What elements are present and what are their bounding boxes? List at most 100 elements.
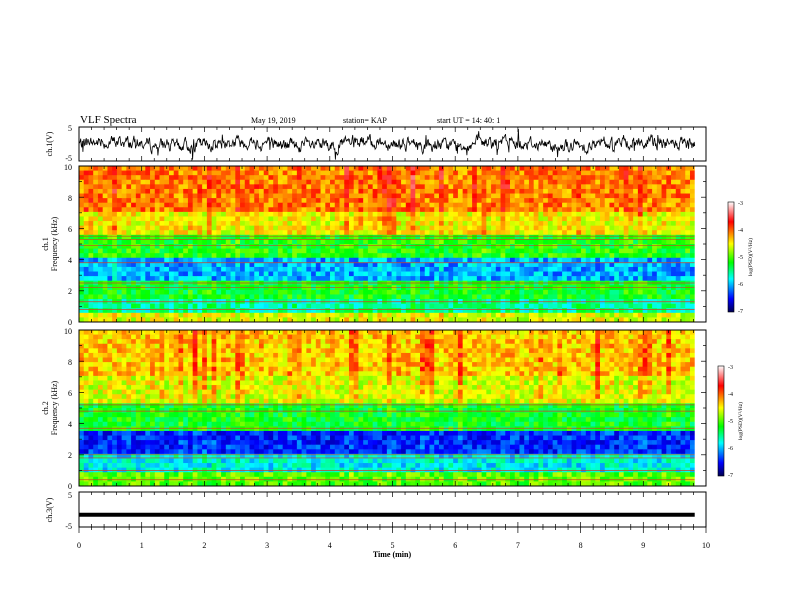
spectrogram-cell (457, 202, 464, 208)
spectrogram-cell (401, 202, 407, 208)
spectrogram-cell (102, 221, 108, 227)
ch1-freq-tick-0: 0 (68, 318, 72, 327)
spectrogram-cell (514, 211, 520, 217)
spectrogram-cell (505, 271, 511, 277)
spectrogram-cell (230, 202, 236, 208)
spectrogram-cell (145, 257, 151, 263)
spectrogram-cell (230, 166, 236, 171)
spectrogram-cell (604, 248, 610, 254)
spectrogram-cell (448, 225, 454, 231)
spectrogram-cell (510, 234, 516, 240)
spectrogram-cell (325, 248, 331, 254)
spectrogram-cell (254, 253, 260, 259)
spectrogram-cell (287, 175, 293, 181)
spectrogram-cell (372, 207, 378, 213)
spectrogram-cell (154, 248, 160, 254)
spectrogram-cell (685, 166, 691, 171)
spectrogram-cell (344, 257, 350, 263)
spectrogram-cell (438, 188, 445, 194)
spectrogram-cell (344, 211, 350, 217)
spectrogram-cell (154, 271, 160, 277)
spectrogram-cell (240, 184, 246, 190)
spectrogram-cell (476, 266, 482, 272)
spectrogram-cell (505, 225, 511, 231)
spectrogram-cell (386, 244, 392, 249)
spectrogram-cell (306, 253, 312, 259)
spectrogram-cell (164, 257, 170, 263)
spectrogram-cell (618, 170, 625, 176)
spectrogram-cell (311, 262, 317, 268)
spectrogram-cell (183, 303, 189, 309)
spectrogram-cell (367, 276, 374, 282)
spectrogram-cell (221, 276, 227, 282)
spectrogram-cell (244, 262, 250, 268)
spectrogram-cell (618, 330, 625, 335)
spectrogram-cell (112, 211, 118, 217)
spectrogram-cell (263, 266, 269, 272)
spectrogram-cell (183, 276, 189, 282)
spectrogram-cell (533, 262, 539, 268)
spectrogram-cell (320, 221, 326, 227)
spectrogram-cell (666, 266, 672, 272)
spectrogram-cell (178, 257, 184, 263)
cb1-tick-m3: -3 (738, 201, 743, 207)
spectrogram-cell (661, 184, 667, 190)
spectrogram-cell (424, 271, 430, 277)
spectrogram-cell (178, 221, 184, 227)
spectrogram-cell (93, 202, 99, 208)
spectrogram-cell (543, 257, 549, 263)
spectrogram-cell (514, 248, 520, 254)
spectrogram-cell (135, 188, 141, 194)
spectrogram-cell (585, 330, 591, 335)
spectrogram-cell (467, 175, 473, 181)
spectrogram-cell (576, 211, 582, 217)
spectrogram-cell (524, 343, 530, 349)
spectrogram-cell (116, 312, 123, 318)
spectrogram-cell (97, 230, 104, 236)
spectrogram-cell (457, 175, 464, 181)
spectrogram-cell (434, 244, 440, 249)
spectrogram-cell (140, 202, 146, 208)
spectrogram-cell (320, 308, 326, 314)
spectrogram-cell (467, 266, 473, 272)
spectrogram-cell (405, 216, 411, 222)
spectrogram-cell (121, 225, 127, 231)
spectrogram-cell (164, 234, 170, 240)
spectrogram-cell (315, 184, 321, 190)
spectrogram-cell (382, 225, 388, 231)
spectrogram-cell (391, 303, 397, 309)
spectrogram-cell (145, 334, 151, 340)
spectrogram-cell (429, 202, 435, 208)
spectrogram-cell (424, 317, 430, 323)
spectrogram-cell (543, 253, 549, 259)
spectrogram-cell (429, 225, 435, 231)
spectrogram-cell (244, 339, 250, 345)
spectrogram-cell (609, 266, 615, 272)
spectrogram-cell (486, 330, 492, 335)
spectrogram-cell (211, 257, 217, 263)
spectrogram-cell (675, 216, 681, 222)
spectrogram-cell (225, 334, 231, 340)
spectrogram-cell (401, 230, 407, 236)
spectrogram-cell (225, 308, 231, 314)
spectrogram-cell (121, 188, 127, 194)
spectrogram-cell (547, 303, 554, 309)
spectrogram-cell (358, 276, 364, 282)
spectrogram-cell (595, 266, 601, 272)
spectrogram-cell (315, 175, 321, 181)
spectrogram-cell (244, 202, 250, 208)
spectrogram-cell (472, 308, 478, 314)
spectrogram-cell (367, 230, 374, 236)
spectrogram-cell (344, 170, 350, 176)
spectrogram-cell (131, 170, 137, 176)
spectrogram-cell (221, 317, 227, 323)
spectrogram-cell (467, 179, 473, 185)
spectrogram-cell (348, 166, 355, 171)
spectrogram-cell (230, 193, 236, 199)
spectrogram-cell (562, 179, 568, 185)
spectrogram-cell (320, 262, 326, 268)
spectrogram-cell (296, 244, 303, 249)
spectrogram-cell (216, 193, 222, 199)
spectrogram-cell (258, 266, 265, 272)
spectrogram-cell (410, 289, 416, 295)
